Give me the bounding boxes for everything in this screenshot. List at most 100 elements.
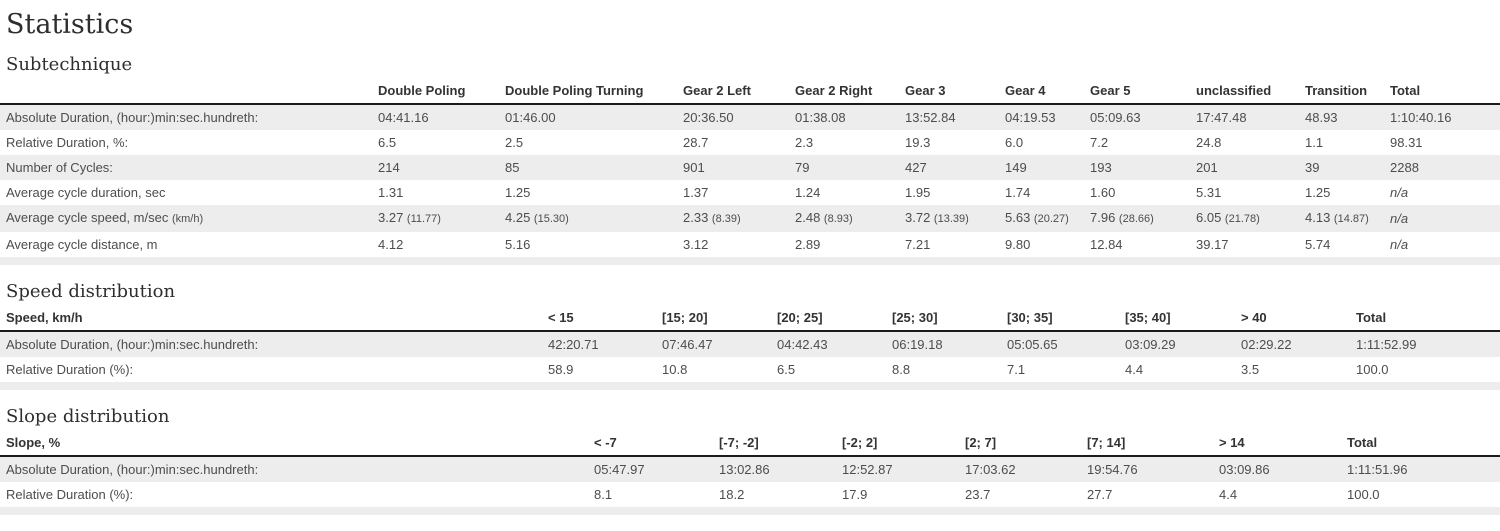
table-cell: 193 <box>1090 160 1112 175</box>
table-row: Relative Duration, %: 6.5 2.5 28.7 2.3 19.3 6.… <box>0 130 1500 155</box>
table-cell: 05:05.65 <box>1007 337 1058 352</box>
table-cell: 19.3 <box>905 135 931 150</box>
table-cell: 7.96 (28.66) <box>1090 210 1154 225</box>
table-row: Relative Duration (%): 8.1 18.2 17.9 23.7 27.… <box>0 482 1500 507</box>
column-header: unclassified <box>1190 80 1299 105</box>
table-row: Average cycle speed, m/sec (km/h) 3.27 (1… <box>0 205 1500 232</box>
table-cell: 1.25 <box>1305 185 1331 200</box>
table-cell: 2.5 <box>505 135 524 150</box>
table-cell: 5.63 (20.27) <box>1005 210 1069 225</box>
column-header: [25; 30] <box>886 307 1001 332</box>
table-cell: 18.2 <box>719 487 745 502</box>
table-cell: 427 <box>905 160 927 175</box>
column-header: Gear 2 Right <box>789 80 899 105</box>
section-heading-speed-distribution: Speed distribution <box>6 281 176 302</box>
column-header: [-7; -2] <box>713 432 836 457</box>
row-label: Absolute Duration, (hour:)min:sec.hundre… <box>6 337 259 352</box>
table-cell: 3.5 <box>1241 362 1260 377</box>
section-heading-subtechnique: Subtechnique <box>6 54 133 75</box>
table-cell: 1.74 <box>1005 185 1031 200</box>
table-cell: 12.84 <box>1090 237 1123 252</box>
table-cell: 04:41.16 <box>378 110 429 125</box>
row-label: Absolute Duration, (hour:)min:sec.hundre… <box>6 110 259 125</box>
table-cell: 1:11:52.99 <box>1356 337 1417 352</box>
table-row: Absolute Duration, (hour:)min:sec.hundre… <box>0 104 1500 130</box>
table-cell: 4.4 <box>1219 487 1238 502</box>
table-cell: 2.3 <box>795 135 814 150</box>
row-label: Average cycle duration, sec <box>6 185 166 200</box>
column-header: > 40 <box>1235 307 1350 332</box>
table-cell: 02:29.22 <box>1241 337 1292 352</box>
table-cell: 901 <box>683 160 705 175</box>
row-label: Relative Duration, %: <box>6 135 129 150</box>
table-footer-strip <box>0 382 1500 390</box>
table-cell: 04:42.43 <box>777 337 828 352</box>
column-header: Slope, % <box>0 432 588 457</box>
table-cell: 4.25 (15.30) <box>505 210 569 225</box>
table-cell: 6.0 <box>1005 135 1024 150</box>
header-row: Double Poling Double Poling Turning Gear 2… <box>0 80 1500 105</box>
table-cell: 2.89 <box>795 237 821 252</box>
table-cell: 20:36.50 <box>683 110 734 125</box>
table-cell: 8.1 <box>594 487 613 502</box>
table-cell: 1.31 <box>378 185 404 200</box>
table-cell: 05:47.97 <box>594 462 645 477</box>
table-cell: 03:09.86 <box>1219 462 1270 477</box>
table-cell: 100.0 <box>1356 362 1389 377</box>
table-cell: 1.60 <box>1090 185 1116 200</box>
column-header: Gear 3 <box>899 80 999 105</box>
table-cell: 1.37 <box>683 185 709 200</box>
subtechnique-section: Subtechnique Double Poling Double Poling … <box>0 54 1500 265</box>
table-cell: 48.93 <box>1305 110 1338 125</box>
column-header: [-2; 2] <box>836 432 959 457</box>
column-header: Total <box>1350 307 1500 332</box>
table-cell: 13:52.84 <box>905 110 956 125</box>
table-cell: 5.74 <box>1305 237 1331 252</box>
table-cell: 7.21 <box>905 237 931 252</box>
table-cell: n/a <box>1390 237 1409 252</box>
column-header: < 15 <box>542 307 656 332</box>
table-cell: 6.05 (21.78) <box>1196 210 1260 225</box>
table-cell: 1:10:40.16 <box>1390 110 1452 125</box>
page-title: Statistics <box>6 9 134 40</box>
row-label: Relative Duration (%): <box>6 362 134 377</box>
table-cell: 2288 <box>1390 160 1419 175</box>
table-row: Number of Cycles: 214 85 901 79 427 149 193 201 3… <box>0 155 1500 180</box>
table-cell: 85 <box>505 160 520 175</box>
table-cell: 06:19.18 <box>892 337 943 352</box>
column-header: Transition <box>1299 80 1384 105</box>
table-cell: 4.12 <box>378 237 404 252</box>
column-header: Total <box>1384 80 1500 105</box>
table-row: Relative Duration (%): 58.9 10.8 6.5 8.8 7.1 4… <box>0 357 1500 382</box>
row-label: Relative Duration (%): <box>6 487 134 502</box>
column-header: [30; 35] <box>1001 307 1119 332</box>
table-cell: 01:46.00 <box>505 110 556 125</box>
column-header: Gear 2 Left <box>677 80 789 105</box>
table-cell: n/a <box>1390 185 1409 200</box>
table-cell: 214 <box>378 160 400 175</box>
table-row: Absolute Duration, (hour:)min:sec.hundre… <box>0 456 1500 482</box>
column-header: Total <box>1341 432 1500 457</box>
table-cell: 28.7 <box>683 135 709 150</box>
table-cell: 8.8 <box>892 362 911 377</box>
header-row: Speed, km/h < 15 [15; 20] [20; 25] [25; 30][… <box>0 307 1500 332</box>
column-header: [7; 14] <box>1081 432 1213 457</box>
table-cell: 4.4 <box>1125 362 1144 377</box>
table-cell: 98.31 <box>1390 135 1423 150</box>
section-heading-slope-distribution: Slope distribution <box>6 406 170 427</box>
table-cell: 17:47.48 <box>1196 110 1247 125</box>
subtechnique-table: Double Poling Double Poling Turning Gear 2… <box>0 80 1500 265</box>
table-cell: 79 <box>795 160 810 175</box>
row-label: Average cycle distance, m <box>6 237 158 252</box>
table-cell: 04:19.53 <box>1005 110 1056 125</box>
table-cell: 201 <box>1196 160 1218 175</box>
table-cell: 07:46.47 <box>662 337 713 352</box>
table-cell: 7.2 <box>1090 135 1109 150</box>
table-footer-strip <box>0 257 1500 265</box>
table-cell: 10.8 <box>662 362 688 377</box>
table-cell: 1.24 <box>795 185 821 200</box>
speed-distribution-section: Speed distribution Speed, km/h < 15 [15; 2… <box>0 281 1500 390</box>
table-cell: n/a <box>1390 211 1409 226</box>
table-cell: 13:02.86 <box>719 462 770 477</box>
table-cell: 01:38.08 <box>795 110 846 125</box>
